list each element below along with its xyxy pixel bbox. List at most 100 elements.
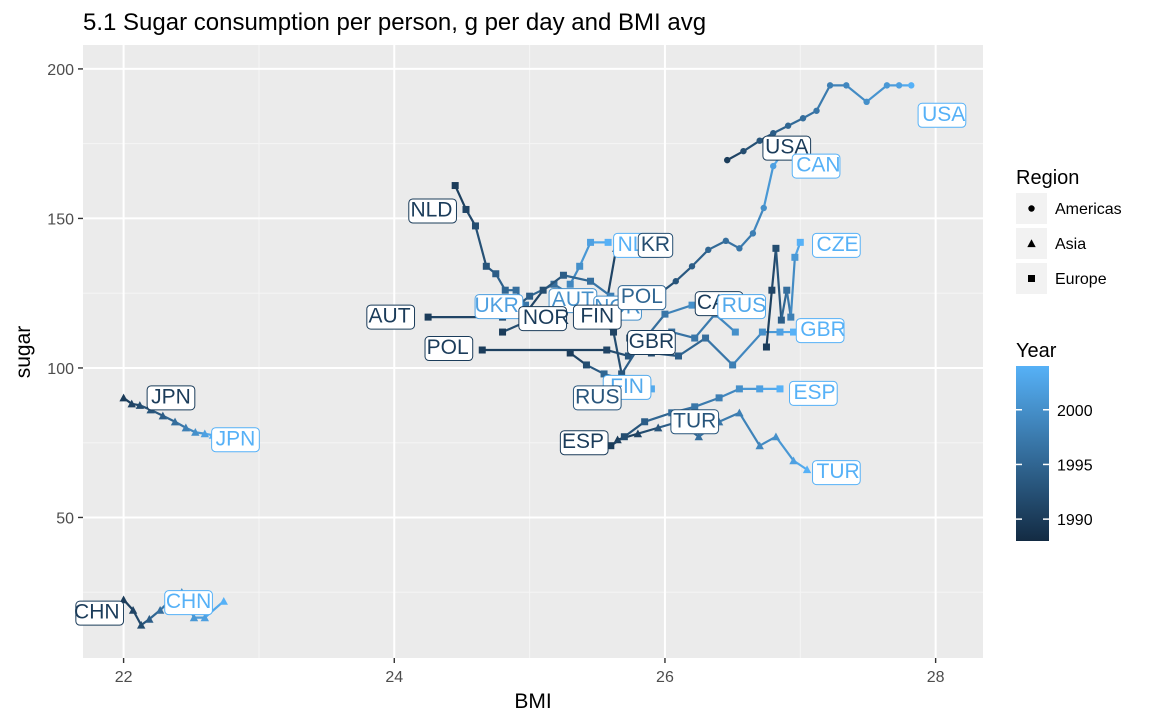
series-label: CHN <box>74 600 125 626</box>
series-label: UKR <box>474 294 524 320</box>
data-point <box>539 286 547 294</box>
x-axis-tick-label: 22 <box>115 669 133 686</box>
data-point <box>620 433 628 441</box>
data-point <box>155 605 165 614</box>
series-segment <box>707 239 727 251</box>
data-point <box>749 230 757 237</box>
data-point <box>691 403 699 411</box>
year-legend-title: Year <box>1016 340 1057 362</box>
series-label: POL <box>617 285 667 311</box>
y-axis-tick-label: 150 <box>47 211 74 228</box>
region-legend-label: Asia <box>1055 236 1086 253</box>
data-point <box>128 605 138 614</box>
series-label-text: POL <box>621 285 663 308</box>
data-point <box>462 205 470 213</box>
series-segment <box>762 165 775 210</box>
data-point <box>740 147 747 155</box>
series-segment <box>677 336 707 358</box>
series-label-box <box>717 294 766 320</box>
series-segment <box>770 247 778 292</box>
data-point <box>424 313 432 321</box>
data-point <box>787 313 795 321</box>
series-cze <box>762 238 804 351</box>
year-colorbar-label: 1995 <box>1057 457 1093 474</box>
series-label-text: USA <box>765 136 808 159</box>
series-segment <box>674 265 694 283</box>
data-point <box>600 370 608 378</box>
data-point <box>783 286 791 294</box>
series-label-box <box>627 330 676 356</box>
data-point <box>607 442 615 450</box>
data-point <box>526 292 534 300</box>
data-point <box>559 271 567 279</box>
series-label-text: AUT <box>369 305 411 328</box>
series-segment <box>663 304 694 316</box>
data-point <box>813 107 820 114</box>
year-legend: Year 1990 1995 2000 <box>1016 340 1093 541</box>
series-label-box <box>164 590 213 616</box>
series-segment <box>690 248 710 268</box>
series-segment <box>742 139 761 153</box>
series-label: JPN <box>146 385 196 411</box>
series-label: NOR <box>518 306 570 332</box>
data-point <box>135 401 145 409</box>
data-point <box>724 156 731 164</box>
data-point <box>674 352 682 360</box>
data-point <box>895 82 903 89</box>
series-label-box <box>424 336 474 362</box>
data-point <box>501 286 509 294</box>
data-point <box>624 352 632 360</box>
data-point <box>191 428 200 436</box>
series-segment <box>670 330 696 340</box>
series-label-box <box>211 427 260 453</box>
series-label: FIN <box>572 304 622 330</box>
label-layer: USAUSACANCANJPNJPNCHNCHNTURTURNLDNLDKRAU… <box>74 102 967 626</box>
series-label-box <box>75 600 125 626</box>
series-label: RUS <box>572 385 622 411</box>
data-point <box>790 328 798 336</box>
series-segment <box>717 411 741 423</box>
series-label-box <box>812 460 861 486</box>
data-point <box>471 222 479 230</box>
y-axis-title: sugar <box>12 326 35 379</box>
series-label-box <box>572 304 622 330</box>
series-segment <box>731 330 764 367</box>
series-label-text: JPN <box>216 427 256 450</box>
data-point <box>715 394 723 402</box>
data-point <box>883 82 891 89</box>
data-point <box>802 465 812 474</box>
series-label-text: USA <box>922 103 965 126</box>
series-segment <box>612 330 623 376</box>
data-point <box>771 432 781 441</box>
series-label-text: NOR <box>523 306 570 329</box>
region-legend: Region Americas Asia Europe <box>1016 167 1122 294</box>
series-segment <box>474 224 488 268</box>
data-point <box>826 82 834 89</box>
year-colorbar-label: 1990 <box>1057 512 1093 529</box>
data-point <box>661 310 669 318</box>
series-label-box <box>812 232 861 258</box>
series-label-box <box>795 318 845 344</box>
data-point <box>863 98 870 106</box>
series-label-box <box>146 385 196 411</box>
data-point <box>791 253 799 261</box>
data-point <box>735 408 744 417</box>
data-point <box>550 280 558 288</box>
region-legend-item: Americas <box>1016 193 1122 224</box>
series-label-box <box>559 430 609 456</box>
series-label-text: CHN <box>74 601 120 624</box>
series-segment <box>738 411 761 447</box>
x-axis-title: BMI <box>514 690 551 713</box>
series-segment <box>780 289 788 322</box>
data-point <box>755 441 764 450</box>
series-label-text: NLD <box>410 199 452 222</box>
series-segment <box>578 241 592 268</box>
series-segment <box>693 396 721 408</box>
data-point <box>512 286 520 294</box>
data-point <box>729 361 737 369</box>
series-label-box <box>670 409 720 435</box>
series-label: JPN <box>211 427 260 453</box>
data-point <box>647 385 655 393</box>
series-label: CHN <box>164 590 213 616</box>
